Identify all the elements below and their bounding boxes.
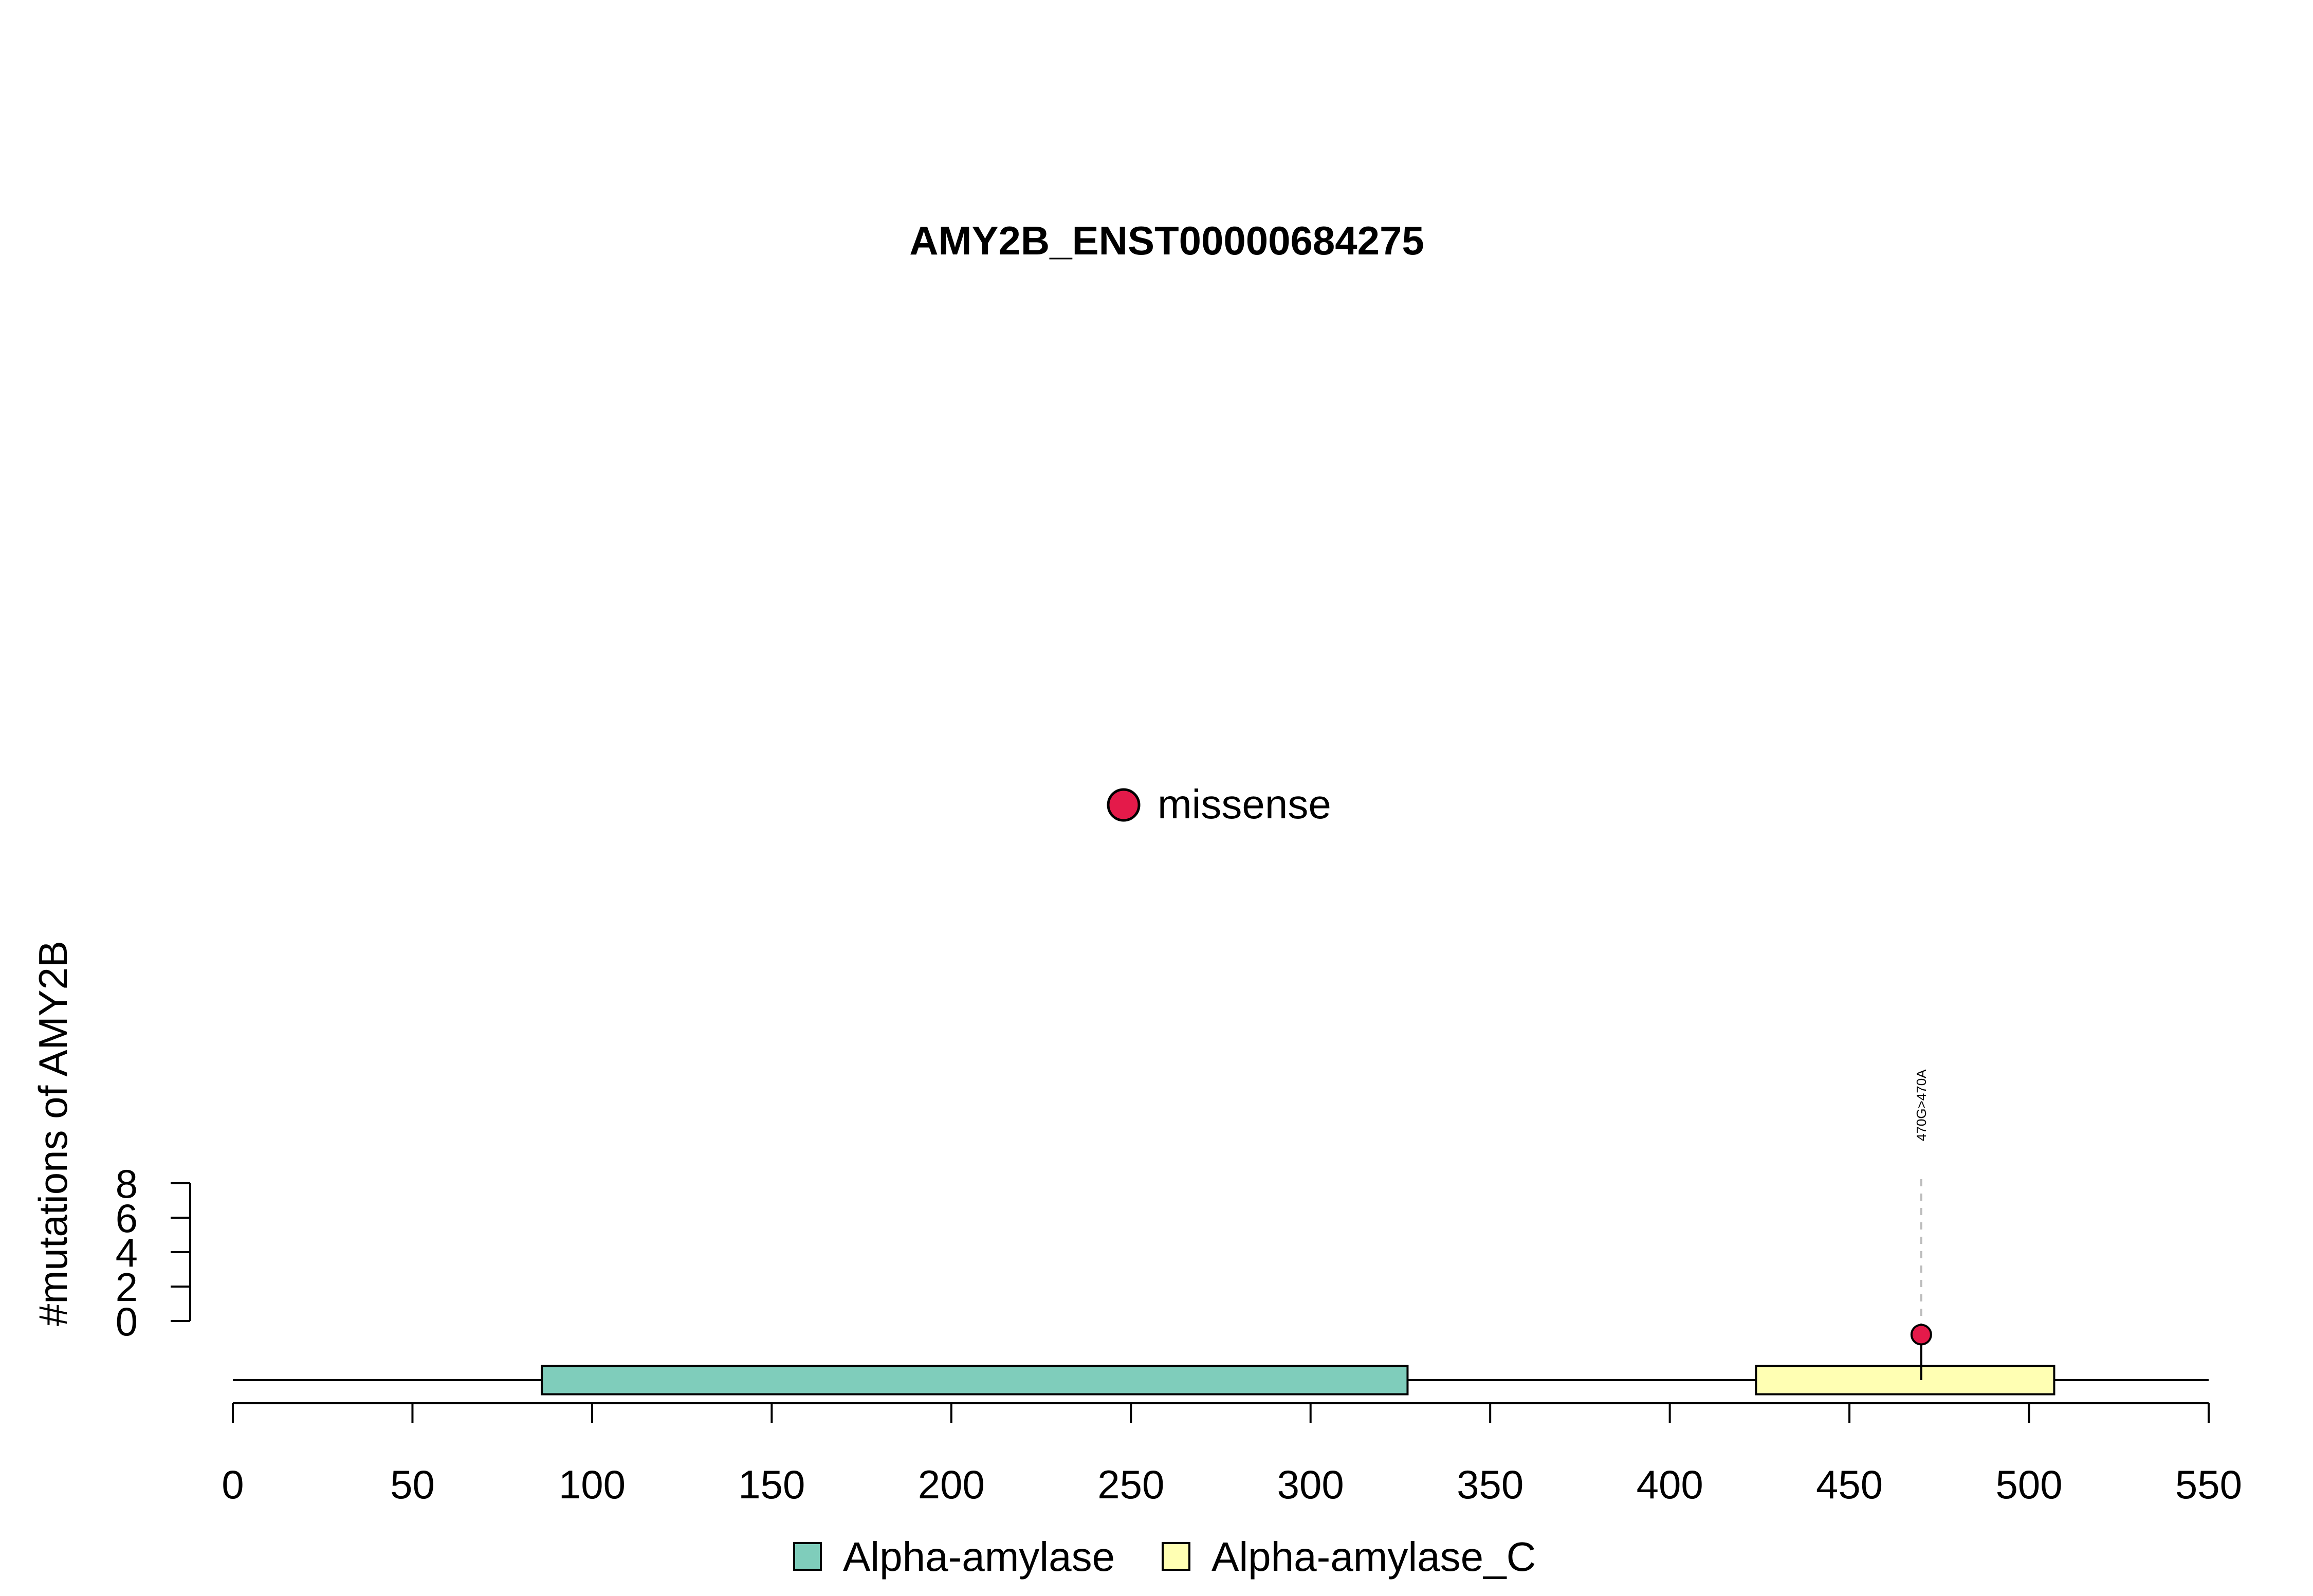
x-axis: 0 50 100 150 200 250 300 350 400 450 500 550: [222, 1402, 2242, 1507]
x-tick-label-100: 100: [559, 1462, 626, 1507]
x-tick-label-200: 200: [918, 1462, 985, 1507]
x-tick-label-0: 0: [222, 1462, 244, 1507]
domain-2-bar: [1755, 1365, 2055, 1396]
chart-title: AMY2B_ENST00000684275: [909, 218, 1424, 263]
x-tick-label-400: 400: [1637, 1462, 1703, 1507]
legend-missense-label: missense: [1158, 781, 1331, 827]
x-tick-label-50: 50: [390, 1462, 435, 1507]
legend-domain-1-label: Alpha-amylase: [843, 1534, 1115, 1580]
y-tick-label-4: 4: [116, 1230, 138, 1275]
y-tick-label-0: 0: [116, 1299, 138, 1344]
y-tick-label-2: 2: [116, 1264, 138, 1310]
y-tick-label-8: 8: [116, 1161, 138, 1206]
x-tick-label-250: 250: [1097, 1462, 1164, 1507]
domain-1-bar: [541, 1365, 1409, 1396]
x-tick-label-450: 450: [1816, 1462, 1883, 1507]
legend-domain-1-swatch: [793, 1542, 822, 1571]
y-axis-title: #mutations of AMY2B: [30, 941, 76, 1326]
x-tick-label-550: 550: [2175, 1462, 2242, 1507]
mutation-legend: missense: [1107, 781, 1331, 827]
x-tick-label-350: 350: [1457, 1462, 1523, 1507]
legend-domain-2-swatch: [1162, 1542, 1190, 1571]
protein-track: [233, 1365, 2209, 1396]
x-tick-label-300: 300: [1277, 1462, 1344, 1507]
legend-missense-marker: [1107, 788, 1141, 822]
x-tick-label-500: 500: [1995, 1462, 2062, 1507]
legend-domain-2-label: Alpha-amylase_C: [1211, 1534, 1536, 1580]
x-tick-label-150: 150: [738, 1462, 805, 1507]
mutation-1-head: [1910, 1324, 1932, 1346]
mutation-1-label: 470G>470A: [1914, 1069, 1929, 1141]
domain-legend: Alpha-amylase Alpha-amylase_C: [793, 1534, 1536, 1580]
mutations-layer: 470G>470A: [1910, 1069, 1932, 1380]
y-tick-label-6: 6: [116, 1196, 138, 1241]
